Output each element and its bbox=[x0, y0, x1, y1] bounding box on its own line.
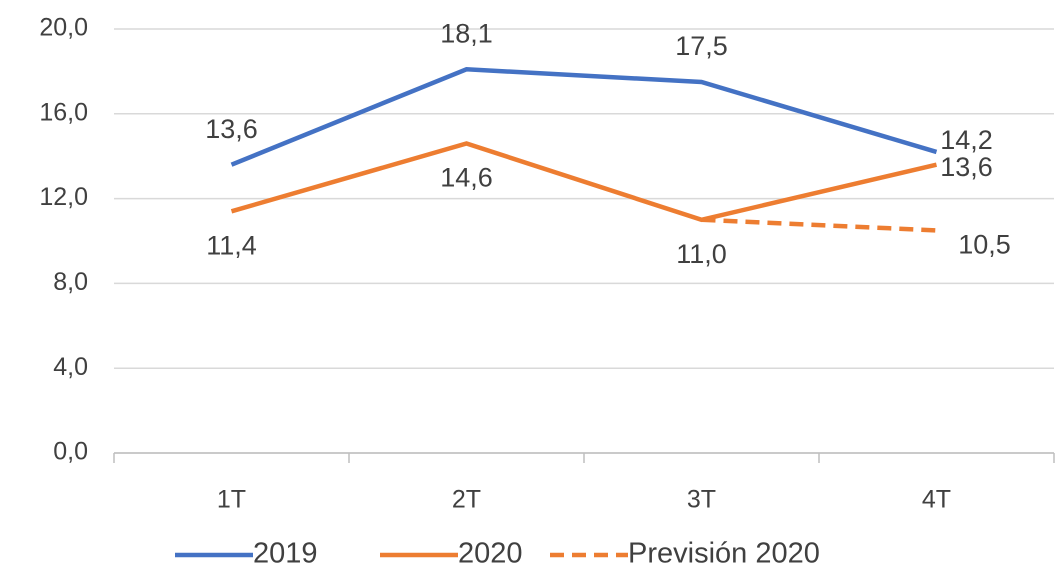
legend-label: 2020 bbox=[458, 538, 523, 570]
data-label: 14,2 bbox=[940, 125, 993, 155]
series-line bbox=[230, 141, 938, 223]
y-tick-label: 8,0 bbox=[53, 268, 88, 296]
x-tick-label: 4T bbox=[922, 486, 951, 514]
series-line bbox=[230, 67, 938, 167]
y-tick-label: 12,0 bbox=[39, 183, 88, 211]
legend-label: 2019 bbox=[253, 538, 318, 570]
data-label: 10,5 bbox=[958, 230, 1011, 260]
y-tick-label: 16,0 bbox=[39, 98, 88, 126]
data-label: 13,6 bbox=[940, 152, 993, 182]
x-tick-label: 3T bbox=[687, 486, 716, 514]
data-label: 14,6 bbox=[440, 163, 493, 193]
data-label: 13,6 bbox=[205, 114, 258, 144]
data-label: 18,1 bbox=[440, 18, 493, 48]
y-tick-label: 4,0 bbox=[53, 353, 88, 381]
data-label: 11,4 bbox=[206, 230, 257, 260]
data-label: 11,0 bbox=[676, 239, 727, 269]
y-tick-label: 0,0 bbox=[53, 438, 88, 466]
y-tick-label: 20,0 bbox=[39, 14, 88, 42]
legend-label: Previsión 2020 bbox=[628, 538, 820, 570]
x-tick-label: 1T bbox=[217, 486, 246, 514]
data-label: 17,5 bbox=[675, 31, 728, 61]
x-tick-label: 2T bbox=[452, 486, 481, 514]
series-line bbox=[701, 217, 937, 233]
